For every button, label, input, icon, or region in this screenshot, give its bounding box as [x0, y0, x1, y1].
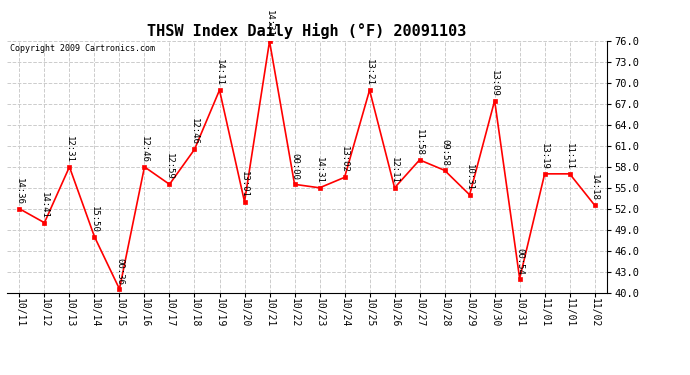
Title: THSW Index Daily High (°F) 20091103: THSW Index Daily High (°F) 20091103 — [148, 23, 466, 39]
Text: Copyright 2009 Cartronics.com: Copyright 2009 Cartronics.com — [10, 44, 155, 53]
Text: 10:31: 10:31 — [465, 164, 474, 190]
Text: 14:41: 14:41 — [40, 192, 49, 219]
Text: 15:50: 15:50 — [90, 206, 99, 232]
Text: 09:58: 09:58 — [440, 140, 449, 166]
Text: 00:00: 00:00 — [290, 153, 299, 180]
Text: 00:36: 00:36 — [115, 258, 124, 285]
Text: 13:02: 13:02 — [340, 146, 349, 173]
Text: 14:36: 14:36 — [15, 178, 24, 205]
Text: 13:19: 13:19 — [540, 143, 549, 170]
Text: 14:31: 14:31 — [265, 10, 274, 37]
Text: 00:54: 00:54 — [515, 248, 524, 274]
Text: 13:21: 13:21 — [365, 59, 374, 86]
Text: 12:46: 12:46 — [190, 118, 199, 145]
Text: 11:58: 11:58 — [415, 129, 424, 156]
Text: 13:01: 13:01 — [240, 171, 249, 198]
Text: 14:18: 14:18 — [590, 174, 599, 201]
Text: 12:11: 12:11 — [390, 157, 399, 184]
Text: 11:11: 11:11 — [565, 143, 574, 170]
Text: 12:46: 12:46 — [140, 136, 149, 163]
Text: 12:31: 12:31 — [65, 136, 74, 163]
Text: 13:09: 13:09 — [490, 69, 499, 96]
Text: 14:11: 14:11 — [215, 59, 224, 86]
Text: 14:31: 14:31 — [315, 157, 324, 184]
Text: 12:59: 12:59 — [165, 153, 174, 180]
